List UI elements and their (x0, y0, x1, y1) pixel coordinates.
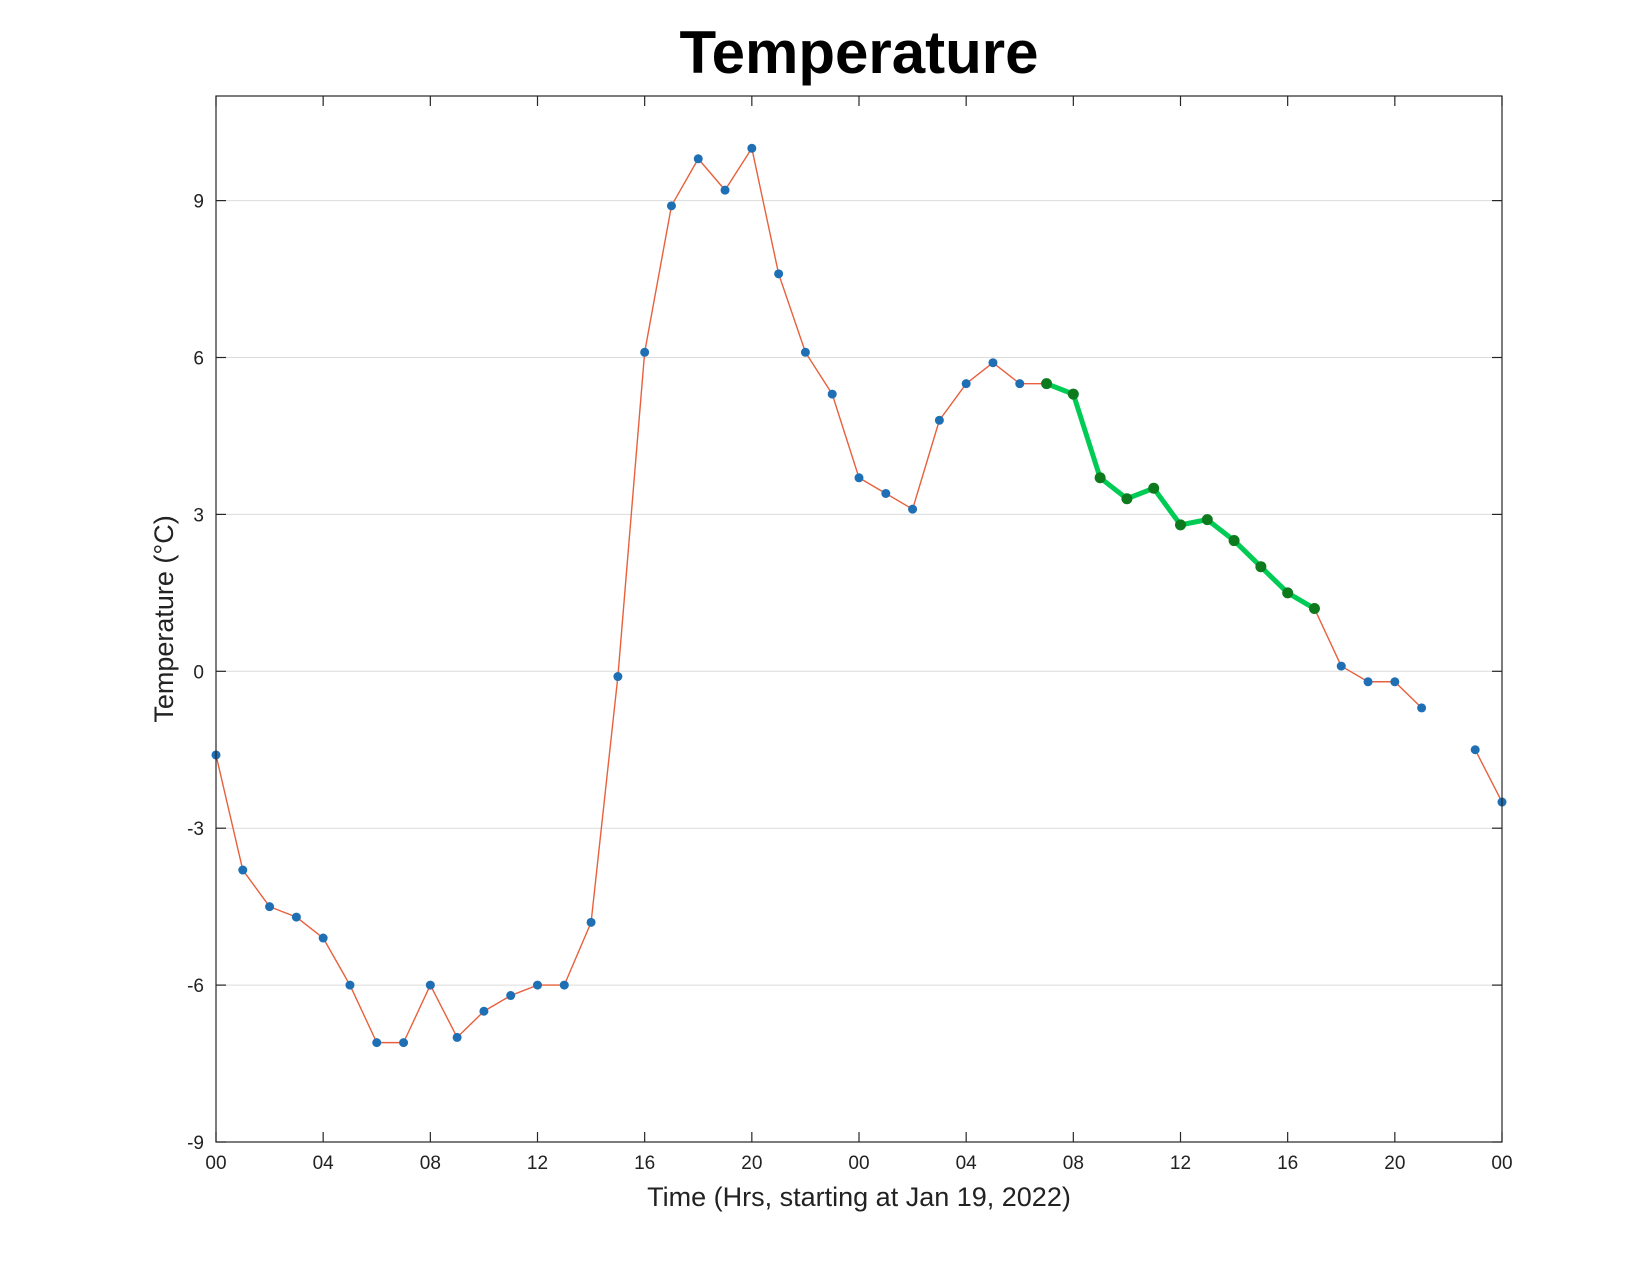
x-tick-label: 04 (956, 1153, 978, 1174)
x-tick-label: 00 (205, 1153, 226, 1174)
data-point (1363, 677, 1373, 687)
data-point (800, 347, 810, 357)
y-tick-label: 9 (193, 192, 204, 213)
y-tick-label: 3 (193, 505, 204, 526)
data-point (988, 358, 998, 368)
data-point (613, 672, 623, 682)
y-axis-label: Temperature (°C) (149, 515, 179, 722)
data-point (318, 933, 328, 943)
data-point (1121, 493, 1133, 505)
x-tick-label: 12 (527, 1153, 548, 1174)
x-tick-label: 16 (1277, 1153, 1298, 1174)
y-tick-label: -6 (187, 976, 204, 997)
data-point (934, 415, 944, 425)
data-point (345, 980, 355, 990)
axis-ticks: -9 -6 -3 0 3 6 9 00 04 08 12 16 20 00 04 08 12 16 20 00 (187, 96, 1513, 1174)
data-point (1470, 745, 1480, 755)
data-point (1201, 514, 1213, 526)
data-point (1282, 587, 1294, 599)
data-point (559, 980, 569, 990)
plot-series (211, 143, 1507, 1048)
y-tick-label: 6 (193, 349, 204, 370)
data-point (399, 1038, 409, 1048)
data-point (720, 185, 730, 195)
series-line (1044, 381, 1317, 612)
data-point (479, 1006, 489, 1016)
x-tick-label: 08 (1063, 1153, 1084, 1174)
data-point (238, 865, 248, 875)
data-point (1228, 535, 1240, 547)
data-point (1041, 378, 1053, 390)
data-point (908, 504, 918, 514)
series-line (1474, 749, 1503, 803)
data-point (265, 902, 275, 912)
x-tick-label: 12 (1170, 1153, 1191, 1174)
x-tick-label: 16 (634, 1153, 655, 1174)
x-tick-label: 00 (848, 1153, 869, 1174)
x-tick-label: 08 (420, 1153, 441, 1174)
data-point (1255, 561, 1267, 573)
data-point (1336, 661, 1346, 671)
data-point (506, 991, 516, 1001)
x-tick-label: 20 (1384, 1153, 1405, 1174)
data-point (586, 917, 596, 927)
data-point (1308, 603, 1320, 615)
y-tick-label: -3 (187, 819, 204, 840)
data-point (452, 1032, 462, 1042)
data-point (666, 201, 676, 211)
x-tick-label: 00 (1491, 1153, 1512, 1174)
data-point (827, 389, 837, 399)
y-tick-label: -9 (187, 1133, 204, 1154)
data-point (1015, 379, 1025, 389)
x-tick-label: 20 (741, 1153, 762, 1174)
x-axis-label: Time (Hrs, starting at Jan 19, 2022) (647, 1182, 1071, 1212)
data-point (774, 269, 784, 279)
data-point (881, 488, 891, 498)
data-point (1148, 482, 1160, 494)
data-point (1067, 388, 1079, 400)
data-point (291, 912, 301, 922)
data-point (854, 473, 864, 483)
data-point (1175, 519, 1186, 531)
series-line (215, 147, 1423, 1044)
grid-lines (216, 200, 1502, 1143)
data-point (693, 154, 703, 164)
data-point (1417, 703, 1427, 713)
data-point (533, 980, 542, 990)
data-point (747, 143, 757, 153)
data-point (1390, 677, 1400, 687)
series-2 (1041, 378, 1320, 615)
x-tick-label: 04 (313, 1153, 335, 1174)
data-point (425, 980, 435, 990)
chart-title: Temperature (679, 19, 1038, 86)
data-point (372, 1038, 382, 1048)
data-point (961, 379, 971, 389)
y-tick-label: 0 (193, 662, 204, 683)
data-point (1094, 472, 1106, 484)
series-1 (211, 143, 1507, 1048)
data-point (640, 347, 650, 357)
